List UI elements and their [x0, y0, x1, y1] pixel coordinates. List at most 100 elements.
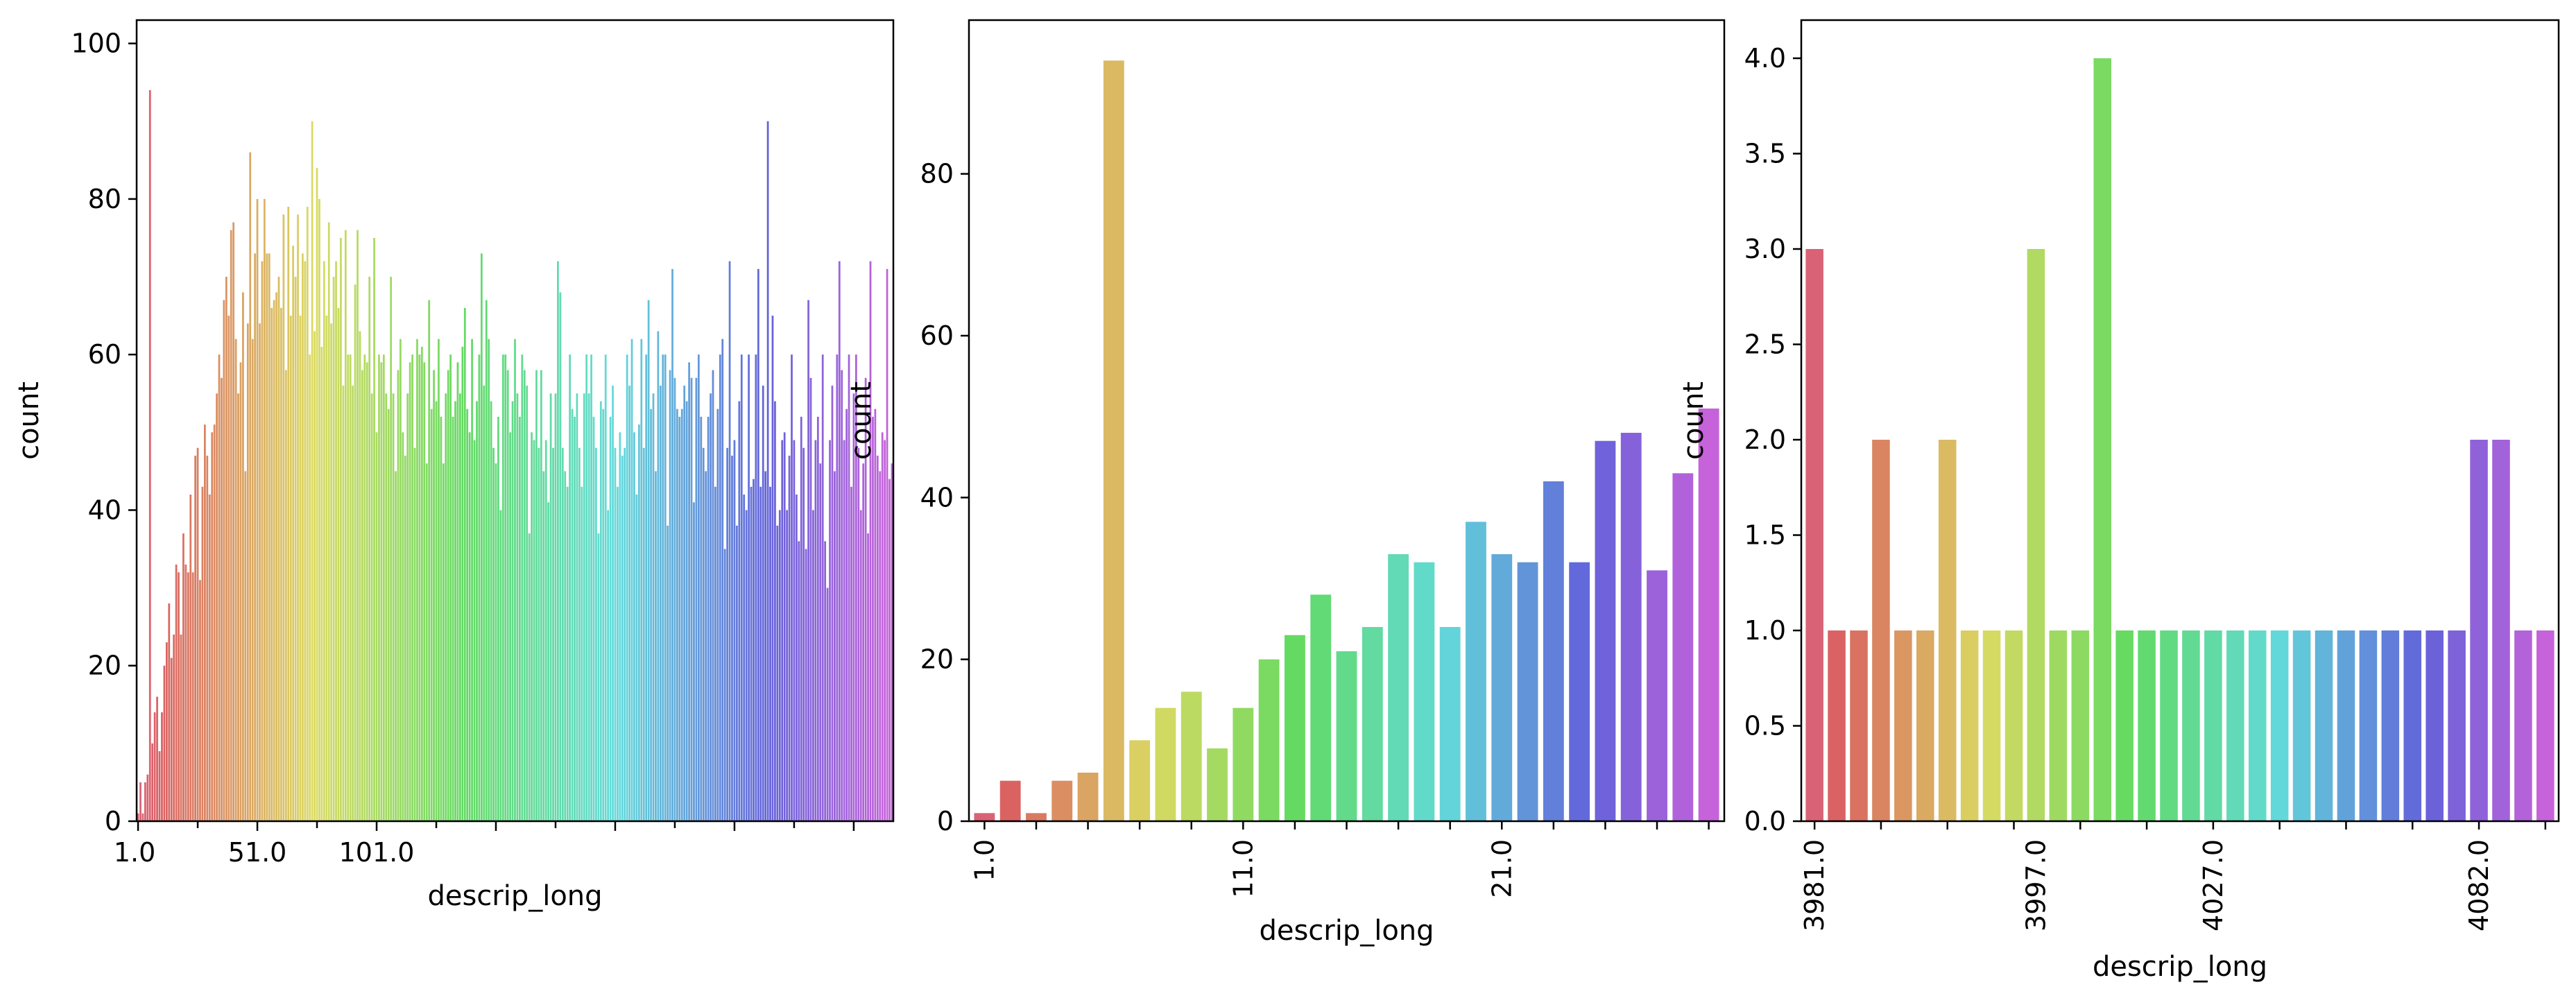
bar: [821, 354, 824, 821]
bar: [750, 486, 753, 821]
bar: [852, 393, 855, 821]
bar: [2492, 440, 2510, 821]
bar: [337, 307, 340, 821]
bar: [218, 354, 221, 821]
bar: [349, 354, 352, 821]
bar: [857, 447, 860, 821]
x-axis-label: descrip_long: [427, 880, 602, 912]
bar: [595, 447, 597, 821]
bar: [309, 354, 311, 821]
bar: [423, 362, 426, 821]
bar: [2470, 440, 2488, 821]
bar: [230, 230, 232, 821]
y-tick-label: 2.0: [1744, 424, 1786, 455]
bar: [740, 354, 743, 821]
bar: [304, 261, 307, 821]
bar: [2049, 630, 2068, 821]
bar: [745, 510, 748, 821]
y-tick-label: 60: [920, 320, 954, 351]
bar: [723, 549, 726, 821]
bar: [735, 525, 738, 821]
bar: [554, 393, 557, 821]
bar: [688, 362, 690, 821]
bar: [323, 261, 325, 821]
y-tick-label: 0.5: [1744, 711, 1786, 741]
bar: [759, 486, 762, 821]
bar: [266, 253, 268, 821]
bar: [163, 665, 166, 821]
bar: [476, 401, 478, 821]
bar: [2226, 630, 2244, 821]
bar: [382, 354, 385, 821]
y-tick-label: 20: [920, 644, 954, 675]
bar: [1310, 594, 1332, 821]
bar: [2448, 630, 2466, 821]
bar: [2315, 630, 2333, 821]
bar: [667, 525, 669, 821]
bar: [695, 377, 698, 821]
y-tick-label: 3.0: [1744, 234, 1786, 264]
bar: [342, 386, 345, 821]
bar: [137, 813, 139, 821]
bar: [340, 237, 342, 822]
axes-frame: [1800, 19, 2560, 823]
bar: [459, 393, 461, 821]
bar: [2337, 630, 2355, 821]
bar: [1938, 440, 1957, 821]
bar: [876, 455, 879, 821]
bar: [783, 432, 786, 821]
bar: [824, 541, 827, 821]
bar: [2381, 630, 2400, 821]
bar: [239, 362, 242, 821]
bar: [2514, 630, 2532, 821]
bar: [542, 471, 545, 821]
bar: [2071, 630, 2090, 821]
bar: [719, 354, 721, 821]
bar: [1336, 651, 1357, 821]
bar: [657, 331, 660, 821]
bar: [395, 471, 397, 821]
bar: [561, 447, 564, 821]
bar: [375, 432, 378, 821]
chart-panel-3: 0.0 0.5 1.0 1.5 2.0 2.5 3.0 3.5 4.0 3981.0 3997.0 4…: [1678, 19, 2560, 983]
bar: [227, 316, 230, 821]
bar: [1180, 692, 1202, 821]
bar: [373, 237, 375, 822]
bar: [812, 510, 814, 821]
bar: [1960, 630, 1979, 821]
bar: [838, 261, 841, 821]
bar: [802, 447, 805, 821]
bar: [299, 316, 302, 821]
x-tick-label: 11.0: [1228, 839, 1258, 898]
bar: [645, 354, 648, 821]
bar: [1805, 249, 1823, 821]
bar: [791, 354, 793, 821]
bar: [411, 354, 413, 821]
bar: [468, 432, 471, 821]
bar: [246, 323, 249, 822]
bar: [292, 246, 294, 821]
y-tick-label: 20: [88, 651, 121, 681]
bar: [874, 409, 877, 821]
bar: [1103, 60, 1124, 822]
y-tick-label: 4.0: [1744, 43, 1786, 74]
bar: [471, 338, 473, 821]
bar: [581, 486, 583, 821]
bar: [619, 432, 621, 821]
bar: [566, 486, 569, 821]
bar: [716, 409, 719, 821]
bar: [2160, 630, 2178, 821]
bar: [637, 424, 640, 821]
bar: [158, 751, 161, 821]
bar: [454, 401, 456, 821]
y-tick-label: 0: [937, 806, 954, 836]
bar: [330, 323, 333, 822]
bar: [199, 580, 201, 821]
bar: [1916, 630, 1934, 821]
bar: [592, 416, 595, 821]
bar: [314, 331, 316, 821]
bar: [196, 447, 199, 821]
bar: [148, 89, 151, 821]
bar: [843, 440, 845, 821]
bar: [216, 393, 218, 821]
